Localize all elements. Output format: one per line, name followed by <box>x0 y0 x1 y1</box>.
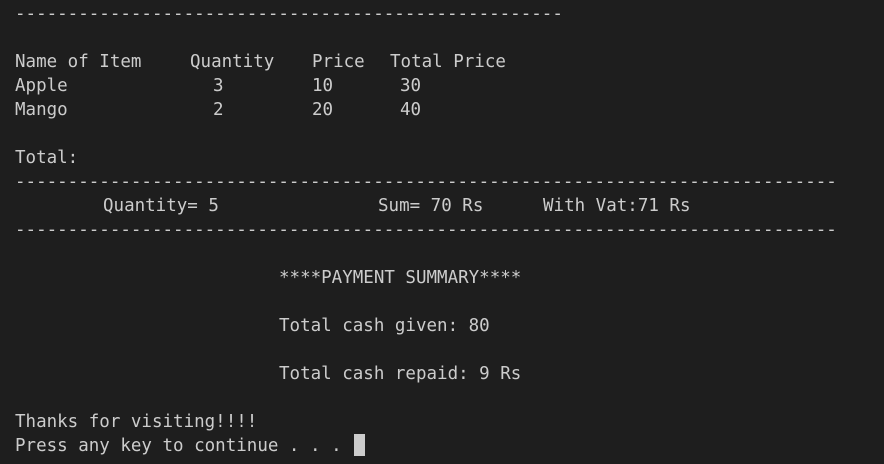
cash-repaid: Total cash repaid: 9 Rs <box>279 364 522 384</box>
totals-divider-top: ----------------------------------------… <box>15 172 837 192</box>
totals-divider-bottom: ----------------------------------------… <box>15 220 837 240</box>
header-price: Price <box>312 52 365 72</box>
payment-summary-title: ****PAYMENT SUMMARY**** <box>279 268 522 288</box>
continue-prompt: Press any key to continue . . . <box>15 436 353 456</box>
header-name-of-item: Name of Item <box>15 52 142 72</box>
row-price: 20 <box>312 100 334 120</box>
total-sum: Sum= 70 Rs <box>378 196 484 216</box>
row-item-name: Mango <box>15 100 68 120</box>
row-quantity: 3 <box>213 76 224 96</box>
row-price: 10 <box>312 76 334 96</box>
thanks-message: Thanks for visiting!!!! <box>15 412 258 432</box>
row-item-name: Apple <box>15 76 68 96</box>
total-label: Total: <box>15 148 79 168</box>
top-divider: ----------------------------------------… <box>15 4 563 24</box>
cash-given: Total cash given: 80 <box>279 316 490 336</box>
header-quantity: Quantity <box>190 52 275 72</box>
total-with-vat: With Vat:71 Rs <box>543 196 691 216</box>
text-cursor[interactable] <box>354 434 366 456</box>
row-total-price: 40 <box>400 100 422 120</box>
continue-prompt-line: Press any key to continue . . . <box>15 434 366 458</box>
header-total-price: Total Price <box>390 52 506 72</box>
row-total-price: 30 <box>400 76 422 96</box>
row-quantity: 2 <box>213 100 224 120</box>
total-quantity: Quantity= 5 <box>103 196 219 216</box>
